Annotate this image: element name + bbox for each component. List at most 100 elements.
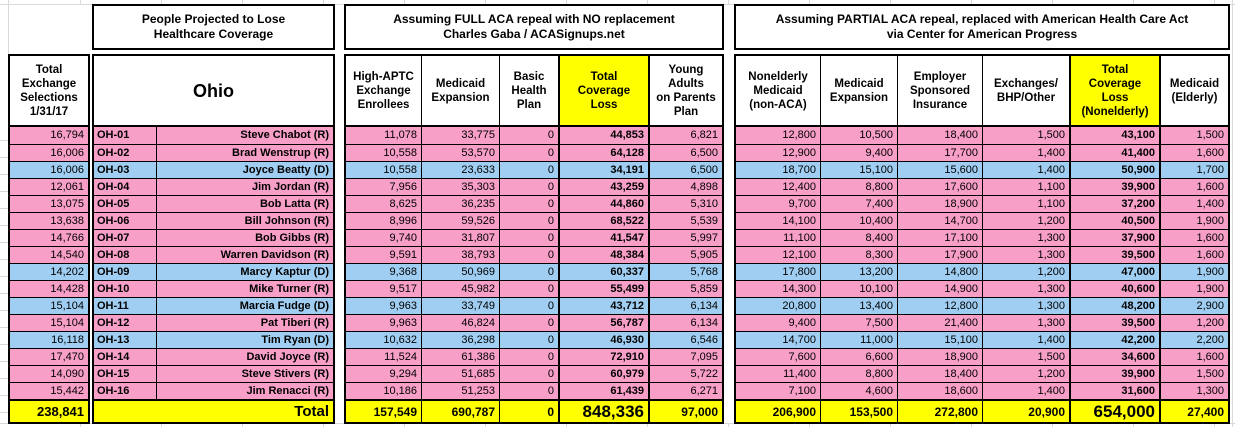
cell-medicaid-expansion[interactable]: 33,775 [421, 127, 499, 144]
cell-district[interactable]: OH-08 [97, 249, 130, 261]
cell-young-adults-parents-plan[interactable]: 5,722 [648, 366, 722, 382]
cell-exchanges-bhp-other[interactable]: 1,100 [982, 196, 1069, 212]
cell-district[interactable]: OH-10 [97, 283, 130, 295]
cell-nonelderly-medicaid[interactable]: 12,100 [782, 249, 816, 261]
cell-exchange-selections[interactable]: 14,766 [50, 232, 84, 244]
cell-medicaid-elderly[interactable]: 1,500 [1159, 127, 1228, 144]
cell-employer-sponsored-insurance[interactable]: 21,400 [897, 315, 982, 331]
cell-high-aptc-enrollees[interactable]: 9,963 [389, 317, 417, 329]
cell-total-coverage-loss-nonelderly[interactable]: 48,200 [1069, 298, 1159, 314]
cell-employer-sponsored-insurance[interactable]: 17,900 [897, 247, 982, 263]
cell-total-coverage-loss-nonelderly[interactable]: 39,500 [1069, 247, 1159, 263]
cell-basic-health-plan[interactable]: 0 [499, 247, 558, 263]
cell-high-aptc-enrollees[interactable]: 9,294 [389, 368, 417, 380]
cell-basic-health-plan[interactable]: 0 [499, 281, 558, 297]
cell-total-coverage-loss-nonelderly[interactable]: 41,400 [1069, 145, 1159, 161]
cell-nonelderly-medicaid[interactable]: 14,100 [782, 215, 816, 227]
cell-high-aptc-enrollees[interactable]: 8,625 [389, 198, 417, 210]
cell-nonelderly-medicaid[interactable]: 9,400 [788, 317, 816, 329]
cell-employer-sponsored-insurance[interactable]: 17,700 [897, 145, 982, 161]
cell-total-coverage-loss[interactable]: 61,439 [558, 383, 648, 399]
cell-medicaid-expansion[interactable]: 8,300 [820, 247, 897, 263]
cell-employer-sponsored-insurance[interactable]: 18,400 [897, 127, 982, 144]
total-cell-young-adults-parents-plan[interactable]: 97,000 [648, 401, 722, 422]
cell-exchange-selections[interactable]: 16,006 [50, 147, 84, 159]
cell-representative[interactable]: Jim Renacci (R) [156, 383, 333, 399]
cell-medicaid-expansion[interactable]: 8,400 [820, 230, 897, 246]
cell-district[interactable]: OH-13 [97, 334, 130, 346]
cell-medicaid-elderly[interactable]: 1,400 [1159, 196, 1228, 212]
cell-medicaid-elderly[interactable]: 2,900 [1159, 298, 1228, 314]
cell-exchange-selections[interactable]: 14,540 [50, 249, 84, 261]
cell-nonelderly-medicaid[interactable]: 18,700 [782, 164, 816, 176]
cell-district[interactable]: OH-04 [97, 181, 130, 193]
header-cell-employer-sponsored-insurance[interactable]: Employer Sponsored Insurance [897, 56, 982, 125]
cell-nonelderly-medicaid[interactable]: 12,800 [782, 129, 816, 141]
cell-exchanges-bhp-other[interactable]: 1,200 [982, 264, 1069, 280]
cell-employer-sponsored-insurance[interactable]: 18,400 [897, 366, 982, 382]
cell-young-adults-parents-plan[interactable]: 6,271 [648, 383, 722, 399]
cell-high-aptc-enrollees[interactable]: 9,591 [389, 249, 417, 261]
cell-total-coverage-loss-nonelderly[interactable]: 39,900 [1069, 366, 1159, 382]
cell-exchange-selections[interactable]: 13,075 [50, 198, 84, 210]
cell-nonelderly-medicaid[interactable]: 7,600 [788, 351, 816, 363]
cell-medicaid-expansion[interactable]: 11,000 [820, 332, 897, 348]
cell-medicaid-expansion[interactable]: 53,570 [421, 145, 499, 161]
cell-young-adults-parents-plan[interactable]: 6,546 [648, 332, 722, 348]
cell-medicaid-expansion[interactable]: 15,100 [820, 162, 897, 178]
cell-young-adults-parents-plan[interactable]: 5,768 [648, 264, 722, 280]
cell-basic-health-plan[interactable]: 0 [499, 366, 558, 382]
cell-exchange-selections[interactable]: 15,104 [50, 317, 84, 329]
cell-employer-sponsored-insurance[interactable]: 15,600 [897, 162, 982, 178]
cell-exchanges-bhp-other[interactable]: 1,200 [982, 213, 1069, 229]
cell-basic-health-plan[interactable]: 0 [499, 315, 558, 331]
cell-total-coverage-loss-nonelderly[interactable]: 39,900 [1069, 179, 1159, 195]
cell-exchanges-bhp-other[interactable]: 1,400 [982, 162, 1069, 178]
cell-basic-health-plan[interactable]: 0 [499, 127, 558, 144]
cell-total-coverage-loss-nonelderly[interactable]: 43,100 [1069, 127, 1159, 144]
cell-total-coverage-loss[interactable]: 60,979 [558, 366, 648, 382]
cell-medicaid-elderly[interactable]: 1,600 [1159, 230, 1228, 246]
cell-medicaid-expansion[interactable]: 23,633 [421, 162, 499, 178]
cell-young-adults-parents-plan[interactable]: 6,134 [648, 298, 722, 314]
cell-representative[interactable]: Joyce Beatty (D) [156, 162, 333, 178]
cell-exchanges-bhp-other[interactable]: 1,500 [982, 127, 1069, 144]
header-cell-total-coverage-loss-nonelderly[interactable]: Total Coverage Loss (Nonelderly) [1069, 56, 1159, 125]
cell-medicaid-expansion[interactable]: 50,969 [421, 264, 499, 280]
cell-medicaid-elderly[interactable]: 1,700 [1159, 162, 1228, 178]
cell-medicaid-elderly[interactable]: 1,600 [1159, 179, 1228, 195]
cell-nonelderly-medicaid[interactable]: 7,100 [788, 385, 816, 397]
cell-nonelderly-medicaid[interactable]: 12,900 [782, 147, 816, 159]
cell-medicaid-expansion[interactable]: 4,600 [820, 383, 897, 399]
cell-high-aptc-enrollees[interactable]: 11,524 [384, 351, 417, 363]
cell-district[interactable]: OH-15 [97, 368, 130, 380]
header-cell-medicaid-expansion[interactable]: Medicaid Expansion [820, 56, 897, 125]
cell-medicaid-expansion[interactable]: 9,400 [820, 145, 897, 161]
cell-exchanges-bhp-other[interactable]: 1,300 [982, 298, 1069, 314]
cell-exchange-selections[interactable]: 13,638 [50, 215, 84, 227]
cell-total-coverage-loss-nonelderly[interactable]: 40,600 [1069, 281, 1159, 297]
cell-total-coverage-loss-nonelderly[interactable]: 34,600 [1069, 349, 1159, 365]
cell-high-aptc-enrollees[interactable]: 9,740 [389, 232, 417, 244]
cell-medicaid-expansion[interactable]: 36,298 [421, 332, 499, 348]
cell-high-aptc-enrollees[interactable]: 7,956 [389, 181, 417, 193]
cell-total-coverage-loss[interactable]: 43,259 [558, 179, 648, 195]
cell-exchanges-bhp-other[interactable]: 1,300 [982, 230, 1069, 246]
cell-nonelderly-medicaid[interactable]: 14,300 [782, 283, 816, 295]
district-block-title[interactable]: People Projected to Lose Healthcare Cove… [92, 4, 335, 50]
cell-exchanges-bhp-other[interactable]: 1,200 [982, 366, 1069, 382]
cell-medicaid-expansion[interactable]: 45,982 [421, 281, 499, 297]
cell-basic-health-plan[interactable]: 0 [499, 264, 558, 280]
cell-medicaid-expansion[interactable]: 46,824 [421, 315, 499, 331]
total-cell-medicaid-expansion[interactable]: 690,787 [421, 401, 499, 422]
cell-exchanges-bhp-other[interactable]: 1,300 [982, 315, 1069, 331]
cell-medicaid-expansion[interactable]: 10,500 [820, 127, 897, 144]
cell-young-adults-parents-plan[interactable]: 6,134 [648, 315, 722, 331]
total-cell-total-coverage-loss[interactable]: 848,336 [558, 401, 648, 422]
cell-total-coverage-loss[interactable]: 46,930 [558, 332, 648, 348]
cell-medicaid-elderly[interactable]: 1,600 [1159, 145, 1228, 161]
cell-exchange-selections[interactable]: 14,202 [50, 266, 84, 278]
cell-young-adults-parents-plan[interactable]: 5,997 [648, 230, 722, 246]
cell-medicaid-expansion[interactable]: 8,800 [820, 366, 897, 382]
cell-high-aptc-enrollees[interactable]: 10,632 [383, 334, 417, 346]
